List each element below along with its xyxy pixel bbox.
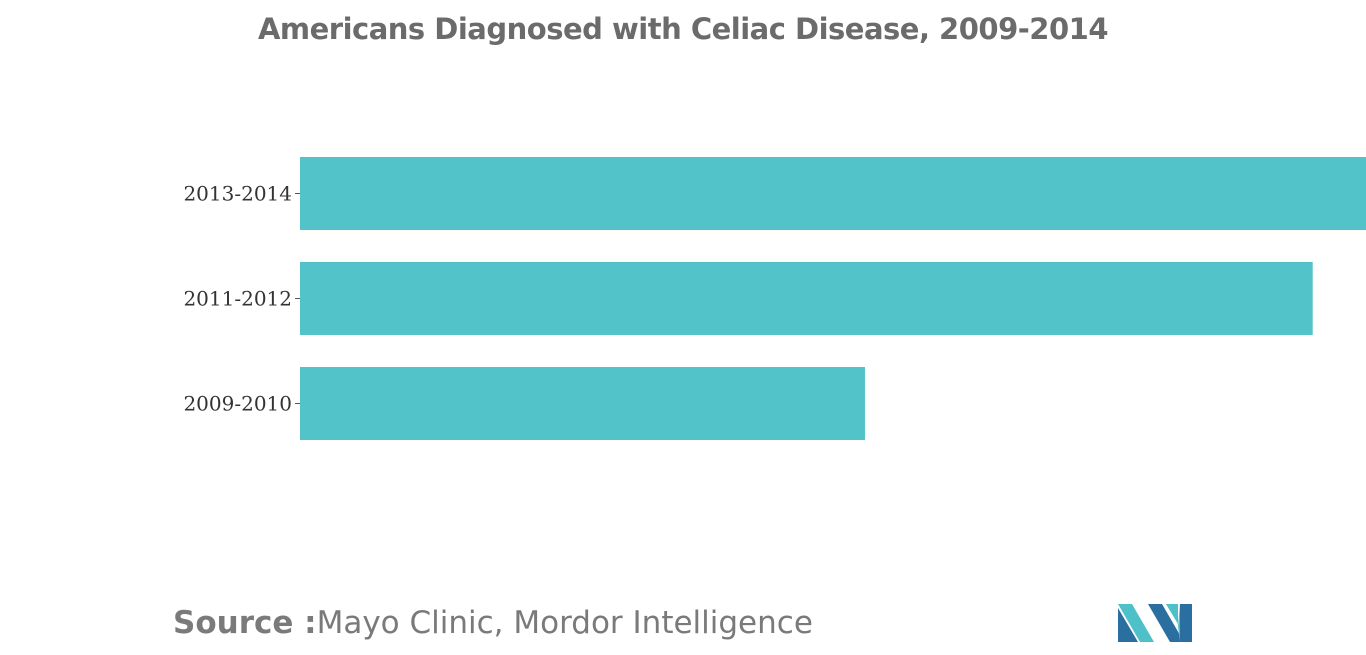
source-prefix: Source :	[173, 605, 317, 641]
bar-2013-2014	[300, 157, 1366, 230]
y-tick-label: 2009-2010	[183, 392, 292, 416]
source-line: Source :Mayo Clinic, Mordor Intelligence	[173, 605, 813, 641]
mordor-logo-icon	[1118, 604, 1192, 642]
y-tick-label: 2013-2014	[183, 182, 292, 206]
bar-2009-2010	[300, 367, 865, 440]
y-tick-label: 2011-2012	[183, 287, 292, 311]
source-text: Mayo Clinic, Mordor Intelligence	[316, 605, 813, 641]
bar-2011-2012	[300, 262, 1313, 335]
chart-title: Americans Diagnosed with Celiac Disease,…	[257, 12, 1109, 46]
